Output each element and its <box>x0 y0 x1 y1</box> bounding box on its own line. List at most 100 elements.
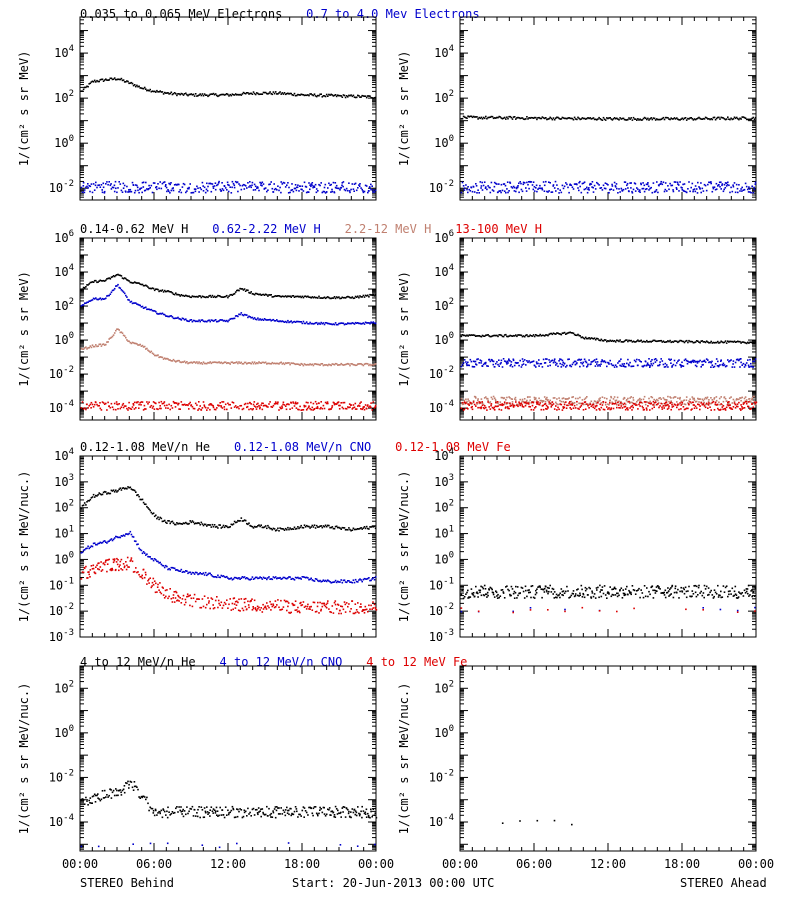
data-point <box>589 402 591 404</box>
data-point <box>735 116 738 119</box>
data-point <box>695 400 698 403</box>
data-point <box>207 296 209 299</box>
data-point <box>287 403 289 405</box>
data-point <box>671 184 674 187</box>
data-point <box>100 184 103 186</box>
data-point <box>728 184 730 187</box>
data-point <box>343 296 346 299</box>
data-point <box>198 191 200 193</box>
data-point <box>334 322 337 324</box>
data-point <box>320 401 322 403</box>
data-point <box>642 365 645 367</box>
data-point <box>261 408 264 411</box>
data-point <box>479 359 482 361</box>
data-point <box>537 362 539 365</box>
data-point <box>572 361 575 364</box>
data-point <box>249 316 251 318</box>
data-point <box>593 184 596 187</box>
data-point <box>673 359 676 362</box>
data-point <box>735 405 738 408</box>
data-point <box>559 189 561 191</box>
data-point <box>304 363 307 366</box>
data-point <box>321 191 324 194</box>
data-point <box>657 402 660 404</box>
data-point <box>167 290 169 292</box>
data-point <box>178 359 180 362</box>
data-point <box>509 182 512 184</box>
data-point <box>247 316 249 319</box>
data-point <box>122 187 125 189</box>
data-point <box>302 94 305 96</box>
data-point <box>110 77 113 80</box>
data-point <box>620 403 623 405</box>
data-point <box>307 401 309 404</box>
data-point <box>199 187 201 189</box>
data-point <box>251 93 254 95</box>
y-tick-label: 104 <box>434 44 454 60</box>
data-point <box>683 399 685 401</box>
data-point <box>559 118 561 120</box>
data-point <box>639 360 641 362</box>
data-point <box>701 118 704 120</box>
data-point <box>482 403 485 406</box>
data-point <box>286 362 288 365</box>
data-point <box>156 188 158 191</box>
data-point <box>674 118 677 120</box>
data-point <box>566 117 568 120</box>
data-point <box>365 407 368 410</box>
data-point <box>670 401 672 404</box>
data-point <box>264 293 267 296</box>
data-point <box>138 344 140 346</box>
data-point <box>214 408 217 411</box>
data-point <box>507 407 509 410</box>
data-point <box>122 402 125 405</box>
data-point <box>744 363 747 366</box>
data-point <box>159 516 161 519</box>
data-point <box>135 407 137 409</box>
data-point <box>224 93 227 96</box>
data-point <box>163 357 166 359</box>
data-point <box>193 95 196 97</box>
data-point <box>497 335 499 338</box>
data-point <box>283 182 286 184</box>
data-point <box>142 181 145 184</box>
data-point <box>700 182 702 184</box>
data-point <box>585 361 588 364</box>
data-point <box>505 191 507 194</box>
data-point <box>644 341 647 343</box>
data-point <box>81 401 84 403</box>
data-point <box>352 407 354 409</box>
data-point <box>473 366 476 368</box>
data-point <box>80 186 83 189</box>
data-point <box>347 322 349 324</box>
data-point <box>172 187 174 189</box>
data-point <box>213 361 216 363</box>
data-point <box>123 292 126 295</box>
data-point <box>636 187 638 189</box>
data-point <box>240 188 243 191</box>
series-2-2-12-mev-h-ahead <box>460 395 757 406</box>
data-point <box>217 182 220 184</box>
data-point <box>131 341 134 344</box>
data-point <box>320 406 322 409</box>
data-point <box>477 358 479 360</box>
data-point <box>724 187 727 189</box>
data-point <box>202 295 205 298</box>
data-point <box>102 402 105 404</box>
data-point <box>137 494 139 496</box>
data-point <box>160 356 163 358</box>
data-point <box>633 403 636 405</box>
data-point <box>234 180 237 183</box>
data-point <box>682 365 685 367</box>
data-point <box>286 92 288 95</box>
data-point <box>107 294 109 297</box>
data-point <box>324 183 327 186</box>
data-point <box>182 317 185 320</box>
data-point <box>271 187 274 190</box>
data-point <box>297 295 299 298</box>
data-point <box>745 400 748 403</box>
data-point <box>276 295 278 297</box>
data-point <box>582 361 584 364</box>
data-point <box>284 295 287 297</box>
data-point <box>678 408 680 411</box>
